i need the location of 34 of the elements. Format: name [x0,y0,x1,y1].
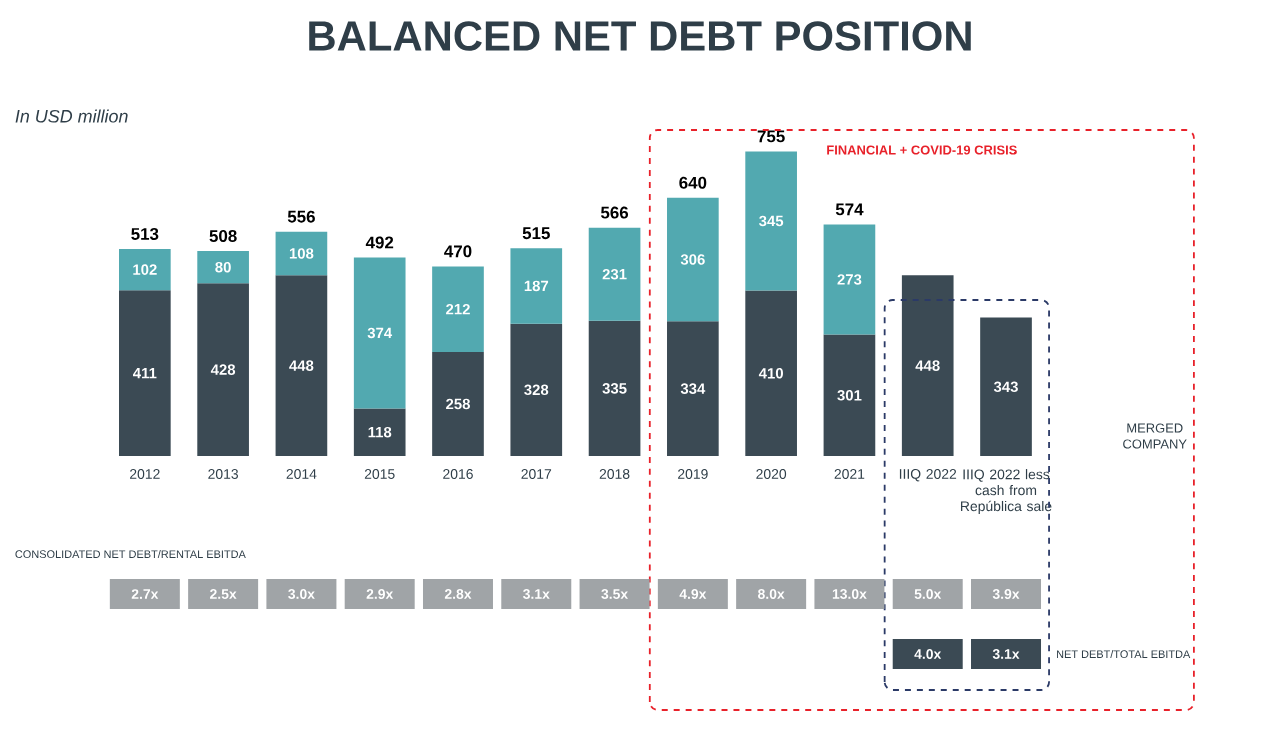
bar [667,321,719,456]
bar [667,197,719,322]
total-label: 470 [444,245,472,258]
total-label: 513 [131,227,159,240]
bar [119,249,171,291]
bar [432,266,484,352]
bar [510,248,563,324]
bar [275,231,328,276]
bar [823,224,876,335]
total-label: 556 [287,210,315,223]
total-label: 574 [835,203,864,216]
bar [197,251,249,284]
bar [353,257,406,409]
bar [901,275,954,456]
bar [588,320,641,456]
total-label: 566 [600,206,629,219]
text: In USD million [15,109,128,123]
bar [745,290,797,456]
chart-title: BALANCED NET DEBT POSITION [309,21,971,51]
bar [197,283,249,456]
bar [275,275,328,456]
bar [510,323,563,456]
bar [745,151,797,291]
bar [353,408,406,456]
bar [980,317,1032,456]
total-label: 640 [679,176,707,189]
total-label: 515 [522,227,550,240]
bar [119,290,171,456]
bar [432,351,484,456]
total-label: 492 [365,236,394,249]
bar [823,334,876,456]
total-label: 755 [757,130,785,143]
bar [588,227,641,321]
total-label: 508 [209,230,237,242]
